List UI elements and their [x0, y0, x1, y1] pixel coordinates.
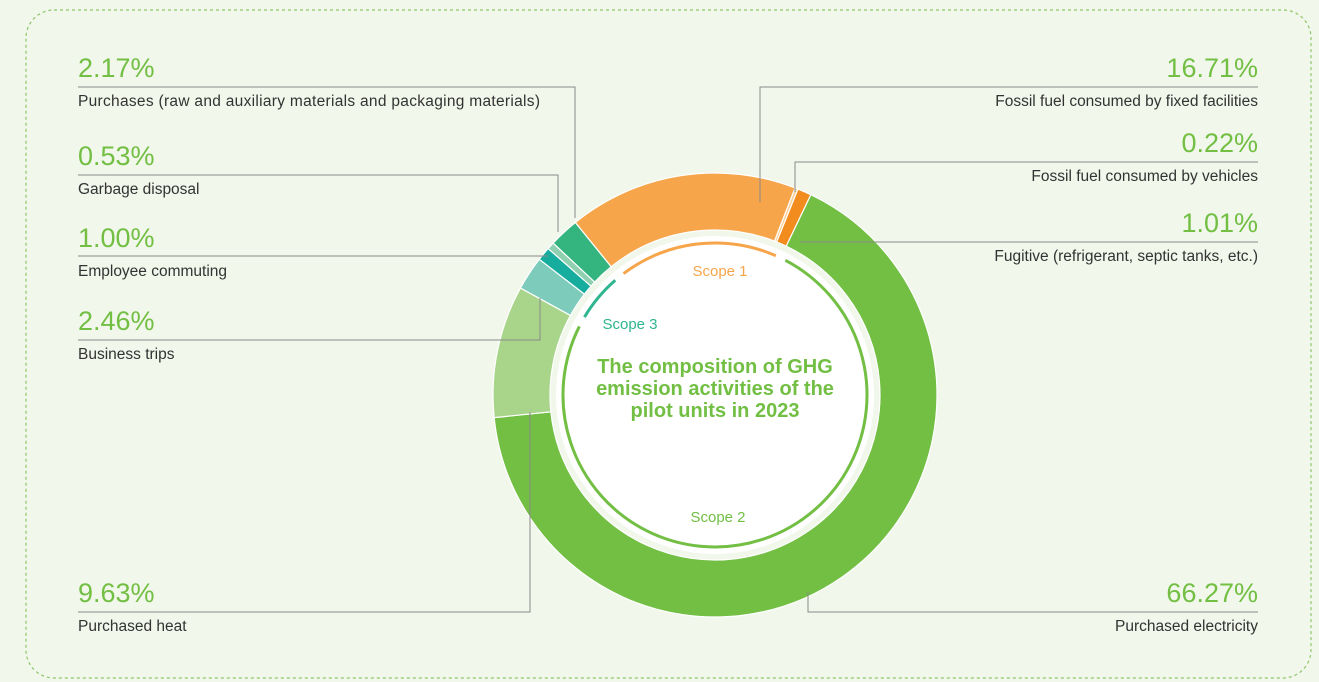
- scope-arc: [583, 279, 617, 318]
- category-label: Garbage disposal: [78, 181, 200, 198]
- value-label: 16.71%: [1166, 53, 1258, 83]
- leader-line: [78, 412, 531, 613]
- value-label: 9.63%: [78, 578, 155, 608]
- leader-line: [759, 86, 1258, 202]
- leader-line: [78, 174, 559, 232]
- leader-line: [78, 86, 576, 218]
- scope-label: Scope 3: [602, 316, 657, 333]
- value-label: 0.53%: [78, 141, 155, 171]
- value-label: 0.22%: [1181, 128, 1258, 158]
- chart-title: The composition of GHG emission activiti…: [596, 356, 834, 422]
- donut-slice: [493, 193, 938, 618]
- category-label: Purchased heat: [78, 618, 187, 635]
- value-label: 1.00%: [78, 223, 155, 253]
- leader-line: [807, 592, 1258, 613]
- value-label: 2.17%: [78, 53, 155, 83]
- leader-line: [78, 298, 541, 341]
- scope-arc: [622, 241, 777, 275]
- value-label: 1.01%: [1181, 208, 1258, 238]
- donut-slice: [552, 221, 613, 283]
- category-label: Fossil fuel consumed by vehicles: [1031, 168, 1258, 185]
- scope-label: Scope 2: [690, 509, 745, 526]
- category-label: Fossil fuel consumed by fixed facilities: [995, 93, 1258, 110]
- scope-label: Scope 1: [692, 263, 747, 280]
- value-label: 66.27%: [1166, 578, 1258, 608]
- category-label: Fugitive (refrigerant, septic tanks, etc…: [994, 248, 1258, 265]
- scope-arc: [561, 258, 869, 549]
- frame: [25, 9, 1312, 679]
- category-label: Purchases (raw and auxiliary materials a…: [78, 93, 540, 110]
- inner-disc: [556, 236, 874, 554]
- category-label: Employee commuting: [78, 263, 227, 280]
- category-label: Business trips: [78, 346, 175, 363]
- value-label: 2.46%: [78, 306, 155, 336]
- leader-line: [794, 161, 1258, 192]
- category-label: Purchased electricity: [1115, 618, 1258, 635]
